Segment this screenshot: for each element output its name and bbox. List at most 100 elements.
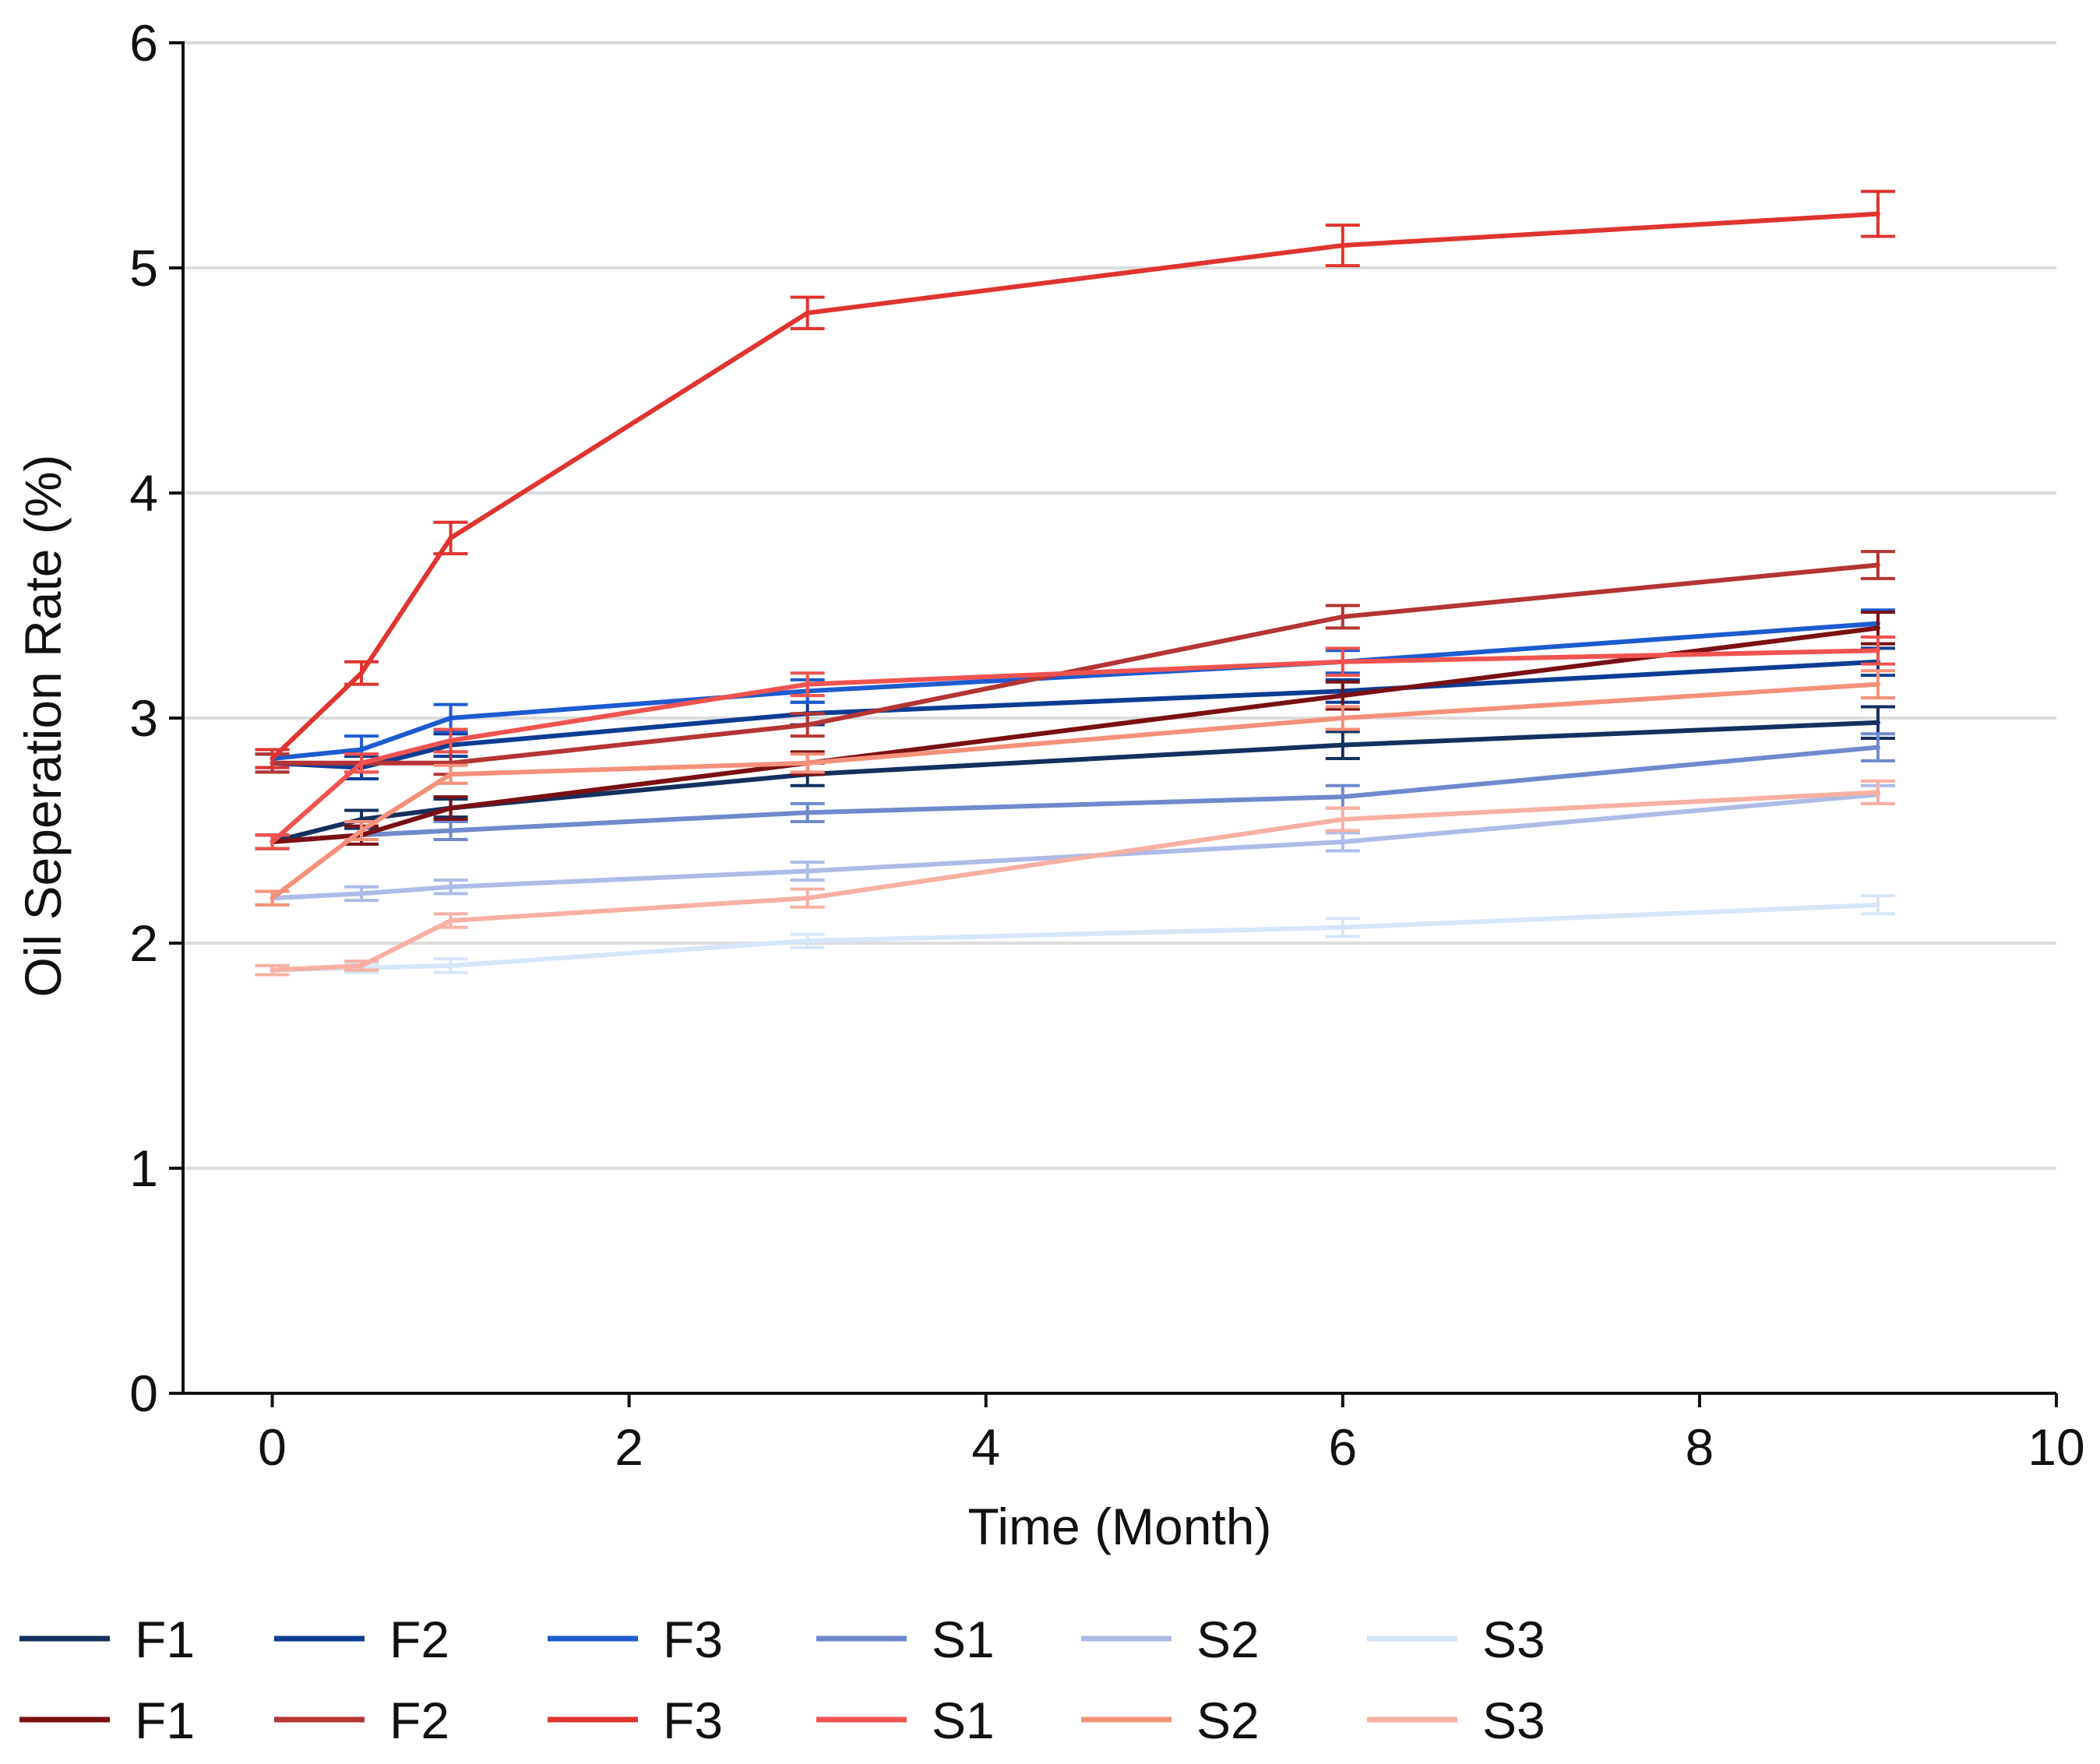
y-tick-label: 0: [129, 1364, 158, 1422]
series-s2-red: [255, 669, 1895, 907]
data-point: [448, 535, 453, 540]
data-point: [805, 938, 810, 944]
y-tick-label: 3: [129, 689, 158, 747]
series-line: [272, 621, 1879, 762]
series-s1-red: [255, 635, 1895, 850]
legend-item-f3-blue: F3: [548, 1611, 723, 1668]
series-line: [272, 562, 1879, 766]
axes: 0 1 2 3 4 5 6 0 2 4 6 8 10: [129, 14, 2084, 1476]
data-point: [1340, 716, 1345, 720]
legend-label: S1: [932, 1692, 995, 1749]
y-tick-label: 1: [129, 1139, 158, 1197]
series-f3-red: [255, 189, 1895, 769]
series-s1-blue: [255, 732, 1895, 850]
x-tick-label: 0: [258, 1418, 287, 1476]
data-point: [1875, 648, 1880, 653]
data-point: [1340, 243, 1345, 248]
data-point: [448, 828, 453, 833]
data-point: [1340, 693, 1345, 699]
y-tick-label: 6: [129, 14, 158, 72]
x-axis-title: Time (Month): [968, 1498, 1272, 1555]
data-point: [448, 772, 453, 777]
legend-item-f2-blue: F2: [274, 1611, 449, 1668]
data-point: [359, 760, 365, 766]
legend-item-s2-blue: S2: [1081, 1611, 1260, 1668]
data-point: [1875, 211, 1880, 217]
legend-label: F1: [135, 1692, 195, 1749]
legend-item-f2-red: F2: [274, 1692, 449, 1749]
series-f3-blue: [255, 608, 1895, 769]
legend-item-s2-red: S2: [1081, 1692, 1260, 1749]
data-point: [805, 868, 810, 874]
data-point: [359, 747, 365, 752]
legend-label: F3: [663, 1692, 723, 1749]
series-s3-red: [255, 779, 1895, 977]
data-point: [359, 963, 365, 968]
data-point: [1340, 924, 1345, 930]
data-point: [805, 810, 810, 815]
legend-label: F2: [389, 1611, 449, 1668]
data-point: [448, 716, 453, 720]
x-tick-label: 8: [1686, 1418, 1714, 1476]
legend-item-s3-blue: S3: [1367, 1611, 1545, 1668]
data-point: [359, 891, 365, 896]
legend-item-f1-red: F1: [19, 1692, 195, 1749]
data-point: [1340, 742, 1345, 748]
x-tick-label: 4: [971, 1418, 1000, 1476]
legend-label: S2: [1196, 1692, 1260, 1749]
x-tick-label: 10: [2028, 1418, 2084, 1476]
data-point: [448, 805, 453, 811]
data-point: [359, 828, 365, 833]
y-tick-label: 4: [129, 464, 158, 522]
y-tick-label: 5: [129, 239, 158, 297]
legend: F1 F2 F3 S1 S2 S3 F1 F2 F3 S1 S2 S3: [19, 1611, 1545, 1749]
series-s3-blue: [255, 894, 1895, 977]
data-point: [1340, 794, 1345, 800]
series-line: [270, 211, 1879, 761]
series-group: [255, 189, 1895, 977]
legend-item-f3-red: F3: [548, 1692, 723, 1749]
legend-label: F1: [135, 1611, 195, 1668]
series-line: [270, 681, 1879, 900]
data-point: [448, 963, 453, 968]
legend-label: S2: [1196, 1611, 1260, 1668]
data-point: [270, 896, 275, 901]
legend-item-s1-blue: S1: [816, 1611, 995, 1668]
x-tick-label: 6: [1328, 1418, 1357, 1476]
series-line: [272, 625, 1879, 844]
data-point: [805, 896, 810, 901]
legend-item-s1-red: S1: [816, 1692, 995, 1749]
data-point: [1875, 745, 1880, 750]
data-point: [1875, 902, 1880, 907]
data-point: [1875, 562, 1880, 568]
legend-label: S1: [932, 1611, 995, 1668]
legend-item-f1-blue: F1: [19, 1611, 195, 1668]
data-point: [448, 884, 453, 889]
legend-label: F2: [389, 1692, 449, 1749]
data-point: [359, 671, 365, 676]
series-line: [270, 648, 1879, 844]
data-point: [1340, 839, 1345, 844]
data-point: [1340, 817, 1345, 822]
data-point: [270, 839, 275, 844]
data-point: [1340, 659, 1345, 664]
data-point: [805, 310, 810, 315]
y-axis-title: Oil Seperation Rate (%): [14, 455, 72, 998]
legend-label: S3: [1482, 1611, 1545, 1668]
legend-item-s3-red: S3: [1367, 1692, 1545, 1749]
series-line: [272, 792, 1879, 901]
y-tick-label: 2: [129, 914, 158, 972]
data-point: [1340, 614, 1345, 619]
data-point: [270, 756, 275, 762]
series-line: [272, 790, 1879, 973]
data-point: [1875, 625, 1880, 631]
data-point: [1875, 790, 1880, 795]
legend-label: F3: [663, 1611, 723, 1668]
data-point: [1875, 681, 1880, 687]
data-point: [805, 681, 810, 687]
x-tick-label: 2: [615, 1418, 643, 1476]
gridlines: [183, 41, 2056, 1170]
data-point: [270, 967, 275, 973]
data-point: [448, 918, 453, 924]
